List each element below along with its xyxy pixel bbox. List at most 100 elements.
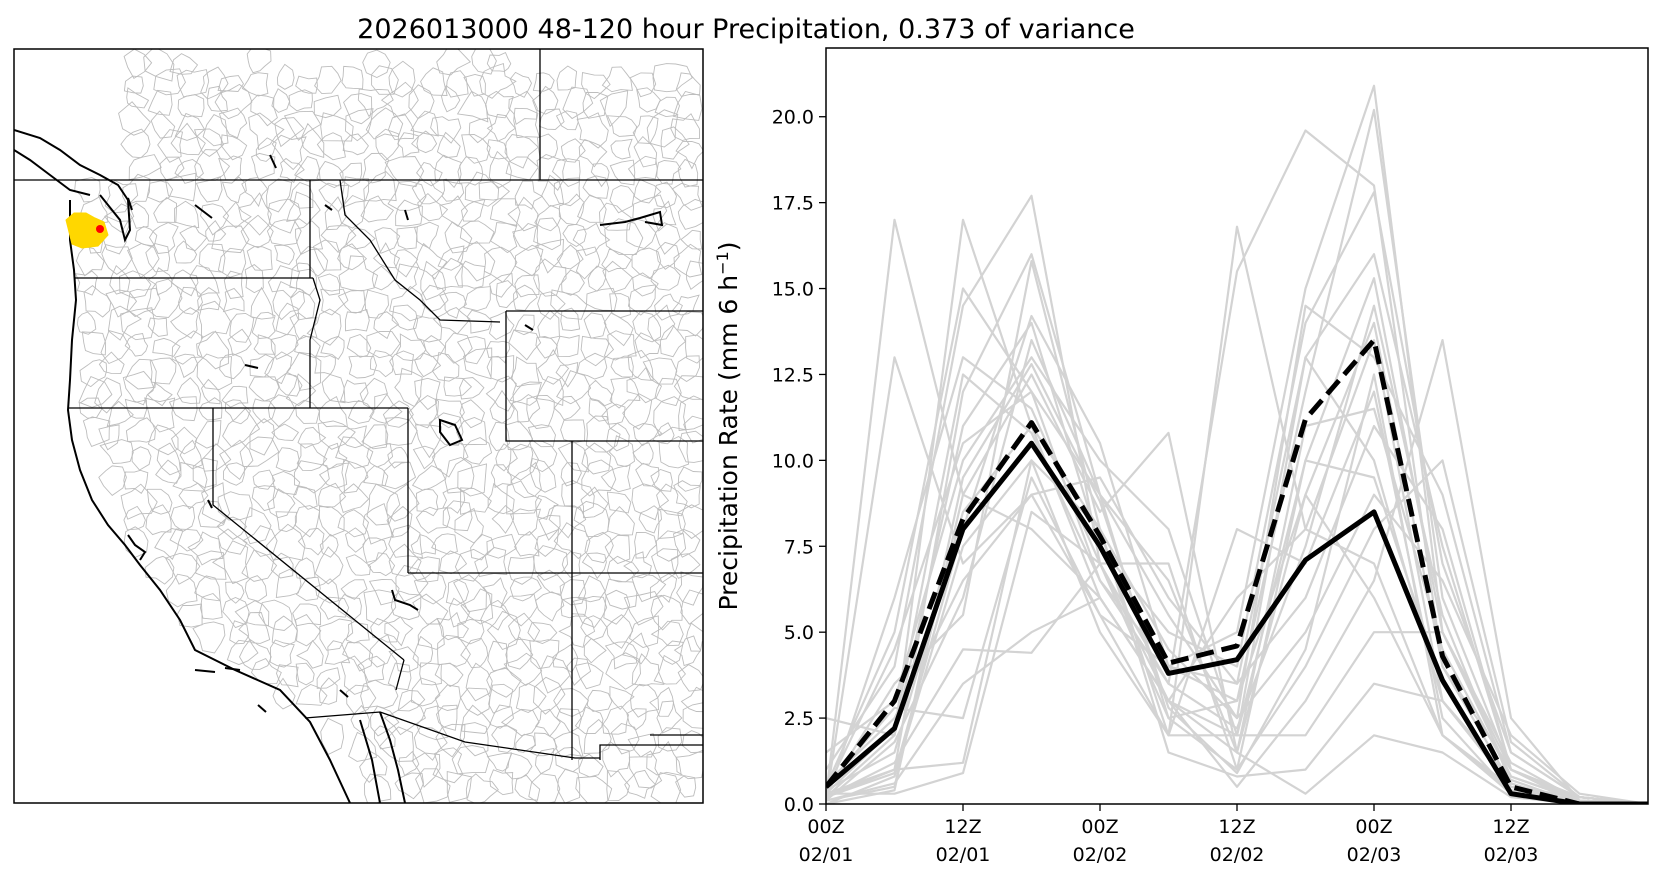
- basin-outline: [606, 614, 634, 649]
- basin-outline: [174, 112, 206, 141]
- highlight-basin-shape: [65, 212, 109, 249]
- basin-outline: [675, 141, 703, 170]
- basin-outline: [194, 420, 222, 449]
- basin-outline: [486, 355, 515, 383]
- basin-outline: [459, 377, 485, 400]
- basin-outline: [491, 504, 515, 534]
- basin-outline: [630, 683, 659, 718]
- basin-outline: [468, 117, 493, 144]
- basin-outline: [318, 182, 350, 213]
- basin-outline: [514, 314, 535, 336]
- basin-outline: [420, 260, 446, 301]
- basin-outline: [649, 686, 674, 717]
- basin-outline: [275, 511, 297, 532]
- basin-outline: [655, 530, 687, 562]
- basin-outline: [335, 436, 374, 469]
- basin-outline: [486, 752, 513, 772]
- basin-outline: [289, 312, 318, 340]
- basin-outline: [487, 640, 508, 672]
- y-tick-label: 20.0: [772, 107, 814, 129]
- basin-outline: [513, 284, 538, 311]
- mexico-border: [304, 711, 600, 759]
- basin-outline: [414, 377, 441, 411]
- basin-outline: [100, 330, 131, 365]
- basin-outline: [155, 459, 181, 484]
- basin-outline: [623, 590, 664, 626]
- basin-outline: [119, 270, 152, 299]
- basin-outline: [582, 175, 609, 199]
- basin-outline: [178, 482, 209, 510]
- basin-outline: [408, 84, 435, 120]
- basin-outline: [266, 178, 293, 213]
- western-us-basin-map: [13, 48, 704, 804]
- basin-outline: [676, 571, 703, 606]
- basin-outline: [446, 70, 469, 98]
- basin-outline: [384, 616, 414, 647]
- basin-outline: [363, 589, 397, 626]
- y-tick-label: 12.5: [772, 364, 814, 386]
- basin-outline: [128, 154, 162, 181]
- basin-outline: [173, 240, 198, 264]
- basin-outline: [341, 65, 364, 90]
- basin-outline: [671, 182, 703, 211]
- basin-outline: [633, 178, 662, 204]
- basin-outline: [297, 527, 325, 556]
- ensemble-line-10: [826, 339, 1648, 804]
- basin-outline: [557, 768, 581, 803]
- basin-outline: [317, 420, 356, 450]
- basin-outline: [673, 480, 701, 509]
- basin-outline: [357, 88, 394, 117]
- basin-outline: [657, 727, 683, 752]
- basin-outline: [315, 578, 340, 604]
- x-tick-label-date: 02/03: [1484, 844, 1539, 866]
- basin-outline: [629, 72, 657, 98]
- basin-outline: [421, 284, 449, 313]
- basin-outline: [556, 244, 584, 270]
- basin-outline: [297, 426, 327, 449]
- lake-mead: [391, 589, 419, 611]
- basin-outline: [430, 116, 462, 144]
- basin-outline: [317, 273, 341, 296]
- basin-outline: [558, 193, 585, 226]
- basin-outline: [367, 552, 396, 577]
- basin-outline: [267, 198, 302, 234]
- basin-outline: [370, 617, 400, 643]
- basin-outline: [337, 289, 366, 314]
- basin-outline: [214, 83, 253, 120]
- basin-outline: [562, 223, 587, 248]
- basin-outline: [500, 593, 538, 627]
- basin-outline: [533, 676, 566, 715]
- basin-outline: [79, 359, 108, 388]
- basin-outline: [344, 308, 370, 332]
- basin-outline: [250, 94, 278, 127]
- basin-outline: [627, 349, 654, 381]
- basin-outline: [506, 480, 543, 515]
- basin-outline: [394, 772, 424, 800]
- basin-outline: [300, 122, 325, 159]
- basin-outline: [344, 527, 366, 553]
- basin-outline: [123, 49, 153, 80]
- or-id-border: [309, 277, 321, 408]
- basin-outline: [577, 753, 604, 778]
- basin-outline: [443, 376, 473, 397]
- basin-outline: [222, 407, 261, 448]
- basin-outline: [680, 229, 703, 250]
- basin-outline: [581, 72, 611, 100]
- basin-outline: [486, 52, 512, 72]
- basin-outline: [258, 599, 293, 631]
- basin-outline: [146, 488, 173, 515]
- basin-outline: [454, 548, 489, 582]
- y-tick-label: 7.5: [784, 536, 814, 558]
- basin-outline: [157, 129, 184, 163]
- basin-outline: [316, 132, 346, 161]
- basin-outline: [348, 731, 377, 762]
- basin-outline: [393, 249, 419, 278]
- basin-outline: [509, 576, 542, 602]
- basin-outline: [126, 87, 150, 109]
- basin-outline: [456, 90, 489, 123]
- basin-outline: [670, 553, 701, 579]
- basin-outline: [412, 445, 436, 470]
- basin-outline: [294, 505, 321, 538]
- basin-outline: [654, 293, 683, 321]
